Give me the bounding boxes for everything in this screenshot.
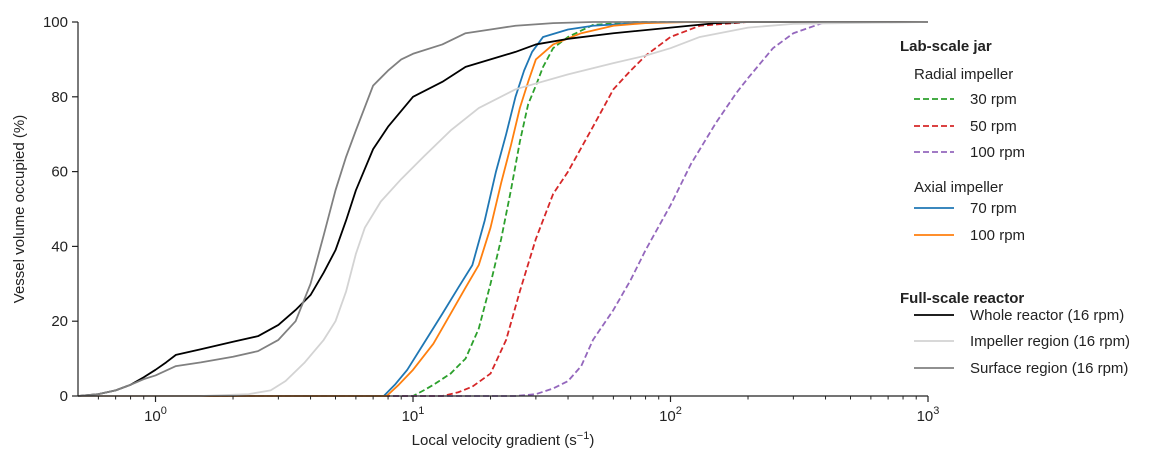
x-tick-label: 100 [144,405,167,425]
x-tick-label: 103 [917,405,940,425]
legend-title-full-scale: Full-scale reactor [900,290,1024,307]
series-line-6 [78,21,929,397]
legend-entry-label: 70 rpm [970,200,1017,217]
series-line-2 [78,21,928,397]
x-tick-label: 102 [659,405,682,425]
legend-entry-label: Surface region (16 rpm) [970,360,1128,377]
y-tick-label: 20 [51,313,68,330]
legend-entry-label: 100 rpm [970,227,1025,244]
legend-entries: 30 rpm 50 rpm 100 rpm 70 rpm 100 rpm Whole re… [914,91,1130,377]
y-tick-label: 0 [60,388,68,405]
legend-entry-label: Whole reactor (16 rpm) [970,307,1124,324]
plot-lines [77,21,929,397]
series-line-3 [78,21,928,397]
y-tick-label: 60 [51,164,68,181]
series-line-1 [78,21,928,397]
y-tick-label: 100 [43,14,68,31]
series-line-5 [77,21,928,397]
legend-subtitle-radial: Radial impeller [914,66,1013,83]
y-tick-label: 80 [51,89,68,106]
x-ticks: 100 101 102 103 [97,396,940,425]
legend-entry-label: Impeller region (16 rpm) [970,333,1130,350]
legend-title-lab-scale: Lab-scale jar [900,38,992,55]
legend-subtitle-axial: Axial impeller [914,179,1003,196]
legend-entry-label: 30 rpm [970,91,1017,108]
y-axis-label: Vessel volume occupied (%) [11,115,28,303]
legend-entry-label: 100 rpm [970,144,1025,161]
series-line-4 [78,21,928,397]
legend-entry-label: 50 rpm [970,118,1017,135]
y-ticks: 0 20 40 60 80 100 [43,14,78,405]
x-axis-label: Local velocity gradient (s−1) [412,430,595,449]
axes [77,22,928,397]
x-tick-label: 101 [402,405,425,425]
x-axis-label-exponent: −1 [577,430,590,442]
series-line-7 [77,21,928,397]
x-axis-label-close: ) [589,432,594,449]
series-line-0 [78,21,928,397]
y-tick-label: 40 [51,238,68,255]
legend: Lab-scale jar Radial impeller Axial impe… [900,38,1130,377]
